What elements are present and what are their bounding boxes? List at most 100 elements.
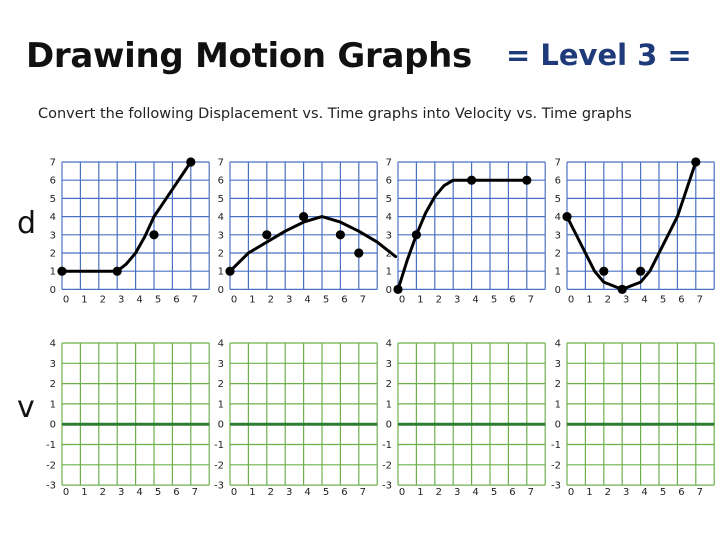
x-tick-label: 4: [136, 294, 142, 305]
x-tick-label: 1: [417, 487, 423, 498]
curve-point: [393, 284, 403, 294]
y-tick-label: -3: [46, 481, 56, 492]
y-tick-label: 6: [386, 176, 392, 187]
x-tick-label: 0: [568, 294, 574, 305]
x-tick-label: 6: [678, 487, 684, 498]
y-tick-label: 2: [50, 249, 56, 260]
y-tick-label: 5: [50, 194, 56, 205]
y-tick-label: 1: [50, 267, 56, 278]
y-tick-label: -2: [382, 460, 392, 471]
curve-point: [467, 175, 477, 185]
x-tick-label: 7: [192, 294, 198, 305]
x-tick-label: 4: [304, 294, 310, 305]
curve-point: [57, 266, 67, 276]
x-tick-label: 4: [472, 487, 478, 498]
curve-point: [562, 212, 572, 222]
y-tick-label: 1: [386, 399, 392, 410]
y-tick-label: 2: [218, 249, 224, 260]
x-tick-label: 1: [586, 294, 592, 305]
x-tick-label: 0: [399, 487, 405, 498]
y-tick-label: 3: [386, 230, 392, 241]
y-tick-label: 0: [386, 285, 392, 296]
x-tick-label: 6: [678, 294, 684, 305]
y-tick-label: -3: [551, 481, 561, 492]
curve-point: [354, 248, 364, 258]
y-tick-label: 2: [555, 249, 561, 260]
y-tick-label: 4: [50, 212, 56, 223]
y-tick-label: 1: [218, 399, 224, 410]
x-tick-label: 1: [249, 487, 255, 498]
x-tick-label: 6: [173, 294, 179, 305]
y-tick-label: 3: [218, 359, 224, 370]
x-tick-label: 0: [63, 487, 69, 498]
x-tick-label: 0: [63, 294, 69, 305]
y-tick-label: -1: [382, 440, 392, 451]
y-tick-label: 5: [386, 194, 392, 205]
y-tick-label: 3: [386, 359, 392, 370]
y-tick-label: 0: [50, 420, 56, 431]
x-tick-label: 1: [81, 487, 87, 498]
x-tick-label: 2: [268, 487, 274, 498]
y-tick-label: 4: [218, 212, 224, 223]
y-tick-label: 3: [218, 230, 224, 241]
curve-point: [617, 284, 627, 294]
curve-point: [262, 230, 272, 240]
x-tick-label: 3: [118, 294, 124, 305]
x-tick-label: 2: [268, 294, 274, 305]
y-tick-label: 2: [50, 379, 56, 390]
displacement-curve: [396, 178, 529, 291]
x-tick-label: 1: [586, 487, 592, 498]
y-tick-label: 1: [386, 267, 392, 278]
x-tick-label: 4: [472, 294, 478, 305]
velocity-row-label: v: [17, 390, 35, 425]
y-tick-label: 6: [50, 176, 56, 187]
curve-point: [112, 266, 122, 276]
x-tick-label: 3: [454, 487, 460, 498]
displacement-curve: [60, 160, 193, 273]
x-tick-label: 4: [136, 487, 142, 498]
curve-point: [691, 157, 701, 167]
x-tick-label: 7: [192, 487, 198, 498]
x-tick-label: 1: [81, 294, 87, 305]
x-tick-label: 3: [623, 487, 629, 498]
x-tick-label: 5: [491, 487, 497, 498]
y-tick-label: -3: [382, 481, 392, 492]
curve-point: [335, 230, 345, 240]
x-tick-label: 5: [155, 487, 161, 498]
y-tick-label: 1: [50, 399, 56, 410]
x-tick-label: 5: [660, 487, 666, 498]
y-tick-label: -2: [46, 460, 56, 471]
page-title: Drawing Motion Graphs: [26, 36, 472, 76]
displacement-curve: [228, 215, 398, 273]
y-tick-label: -1: [551, 440, 561, 451]
y-tick-label: -1: [214, 440, 224, 451]
x-tick-label: 5: [155, 294, 161, 305]
level-label: = Level 3 =: [506, 38, 692, 72]
y-tick-label: 4: [555, 339, 561, 350]
curve-point: [522, 175, 532, 185]
y-tick-label: 0: [386, 420, 392, 431]
x-tick-label: 5: [660, 294, 666, 305]
x-tick-label: 2: [100, 487, 106, 498]
curve-point: [186, 157, 196, 167]
x-tick-label: 2: [436, 294, 442, 305]
x-tick-label: 2: [100, 294, 106, 305]
x-tick-label: 0: [231, 294, 237, 305]
x-tick-label: 4: [641, 487, 647, 498]
x-tick-label: 7: [697, 294, 703, 305]
x-tick-label: 0: [568, 487, 574, 498]
x-tick-label: 2: [605, 487, 611, 498]
curve-point: [636, 266, 646, 276]
y-tick-label: 3: [50, 230, 56, 241]
y-tick-label: 3: [50, 359, 56, 370]
y-tick-label: 0: [50, 285, 56, 296]
y-tick-label: 4: [386, 339, 392, 350]
x-tick-label: 7: [528, 487, 534, 498]
y-tick-label: 6: [555, 176, 561, 187]
y-tick-label: 7: [555, 158, 561, 169]
y-tick-label: 4: [555, 212, 561, 223]
y-tick-label: 4: [386, 212, 392, 223]
curve-point: [599, 266, 609, 276]
x-tick-label: 6: [509, 487, 515, 498]
displacement-row-label: d: [17, 206, 37, 241]
